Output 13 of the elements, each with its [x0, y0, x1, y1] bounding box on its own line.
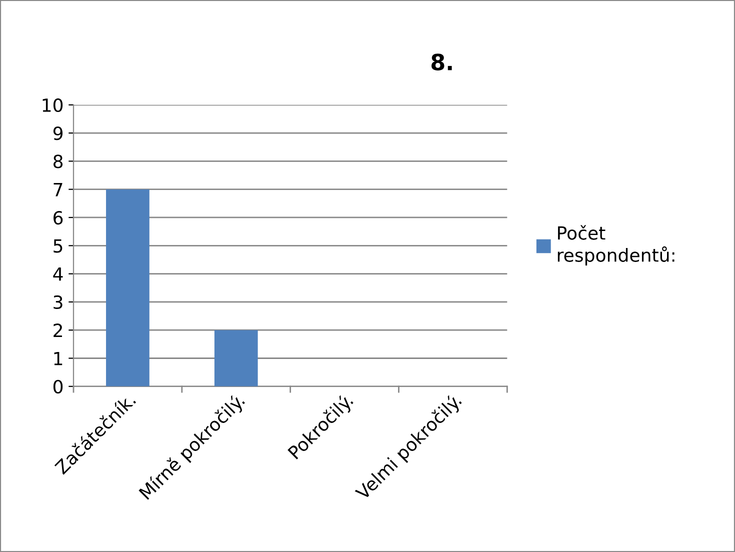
y-tick-label: 4: [53, 267, 63, 281]
y-tick-label: 9: [53, 126, 63, 140]
y-tick-label: 2: [54, 324, 62, 337]
y-tick-label: 6: [54, 210, 63, 225]
y-tick-label: 0: [53, 380, 63, 394]
y-tick-label: 7: [54, 183, 62, 196]
legend-label: Počet respondentů:: [558, 225, 674, 266]
y-tick-label: 3: [54, 295, 62, 310]
y-tick-label: 10: [42, 98, 63, 112]
y-tick-label: 8: [54, 154, 63, 168]
y-tick-label: 1: [54, 352, 62, 366]
y-tick-label: 5: [54, 239, 62, 253]
chart-title: 8.: [432, 54, 452, 70]
